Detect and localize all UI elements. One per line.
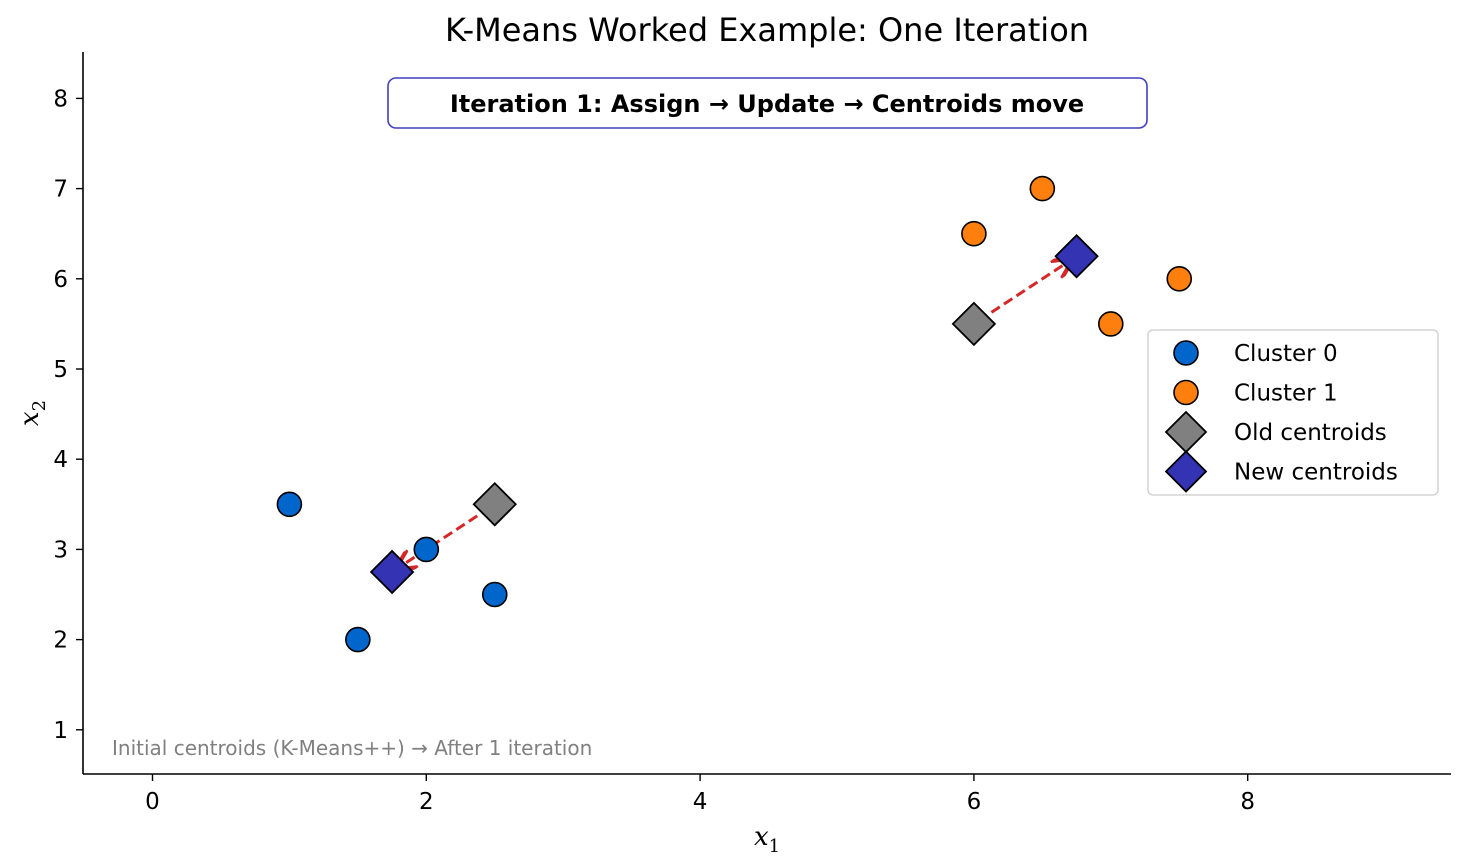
y-tick-label: 8 xyxy=(53,86,68,112)
cluster-1-point xyxy=(1098,311,1124,337)
iteration-banner-box xyxy=(387,77,1148,129)
iteration-banner: Iteration 1: Assign → Update → Centroids… xyxy=(387,77,1148,129)
footnote-text: Initial centroids (K-Means++) → After 1 … xyxy=(112,736,592,760)
y-tick-label: 1 xyxy=(53,718,68,744)
legend-frame xyxy=(1147,329,1439,496)
legend-swatch-cluster-1 xyxy=(1173,379,1199,406)
centroid-shift-arrow xyxy=(399,506,491,568)
x-tick-label: 8 xyxy=(1240,789,1255,815)
cluster-0-point xyxy=(413,536,440,563)
new-centroids-marker xyxy=(369,549,415,595)
y-axis-label: x2 xyxy=(15,400,50,426)
cluster-1-point xyxy=(1166,265,1193,292)
y-tick-label: 2 xyxy=(53,628,68,654)
x-tick-label: 6 xyxy=(967,789,982,815)
legend-label-old-centroids: Old centroids xyxy=(1234,420,1387,446)
chart-title: K-Means Worked Example: One Iteration xyxy=(445,11,1089,49)
y-tick-label: 4 xyxy=(53,447,68,473)
iteration-banner-text: Iteration 1: Assign → Update → Centroids… xyxy=(450,90,1084,118)
legend-label-new-centroids: New centroids xyxy=(1234,460,1398,486)
cluster-0-point xyxy=(481,581,508,608)
x-axis-label: x1 xyxy=(754,822,780,857)
legend-swatch-cluster-0 xyxy=(1173,340,1199,366)
cluster-1-point xyxy=(1029,175,1056,202)
x-tick-label: 0 xyxy=(145,789,160,815)
legend-swatch-new-centroids xyxy=(1164,450,1208,493)
cluster-0-point xyxy=(345,626,371,653)
old-centroids-marker xyxy=(472,482,518,527)
legend-label-cluster-1: Cluster 1 xyxy=(1234,381,1338,407)
x-tick-label: 4 xyxy=(693,789,708,815)
y-tick-label: 7 xyxy=(53,177,68,203)
cluster-0-point xyxy=(276,491,303,518)
legend: Cluster 0 Cluster 1 Old centroids New centr… xyxy=(1147,329,1439,496)
old-centroids-marker xyxy=(951,301,997,347)
y-tick-label: 5 xyxy=(53,357,68,383)
y-tick-label: 3 xyxy=(53,537,68,563)
cluster-1-point xyxy=(961,220,987,247)
y-tick-label: 6 xyxy=(53,267,68,293)
x-tick-label: 2 xyxy=(419,789,434,815)
centroid-shift-arrow xyxy=(978,261,1070,322)
legend-label-cluster-0: Cluster 0 xyxy=(1234,341,1338,367)
new-centroids-marker xyxy=(1054,233,1099,279)
